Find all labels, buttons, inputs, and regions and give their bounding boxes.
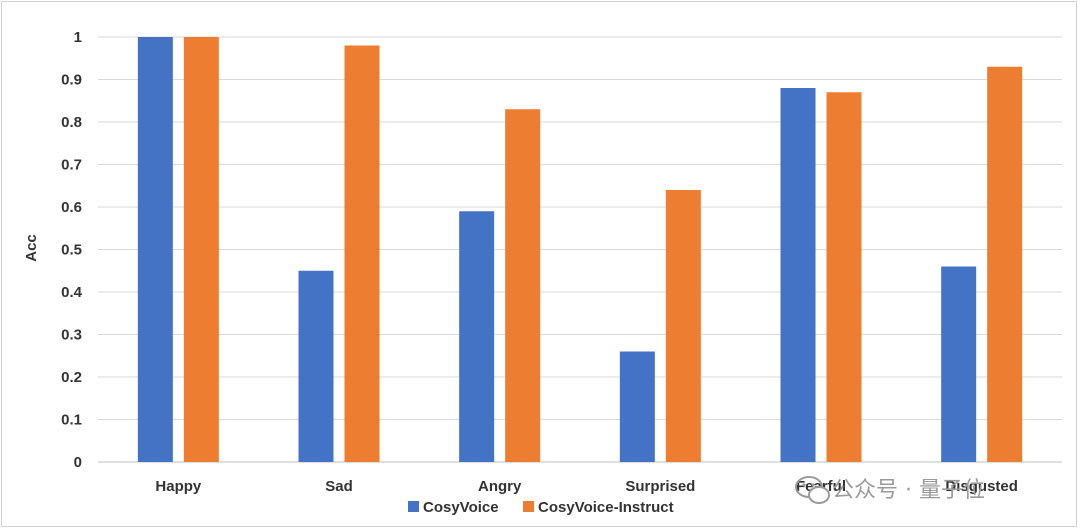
bar-cosyvoice-angry <box>459 211 495 462</box>
y-tick-label: 0.6 <box>61 199 82 216</box>
y-tick-label: 0.1 <box>61 412 82 429</box>
bar-cosyvoice-disgusted <box>941 266 977 462</box>
wechat-icon <box>795 476 830 504</box>
bar-cosyvoice-instruct-surprised <box>665 190 701 462</box>
legend-swatch <box>523 501 534 512</box>
gridlines <box>98 36 1062 463</box>
bar-cosyvoice-surprised <box>619 351 655 462</box>
y-tick-label: 0.5 <box>61 242 82 259</box>
y-tick-label: 0.9 <box>61 72 82 89</box>
bar-cosyvoice-happy <box>137 37 173 462</box>
legend: CosyVoice CosyVoice-Instruct <box>408 499 674 516</box>
legend-label: CosyVoice-Instruct <box>538 499 674 516</box>
bar-cosyvoice-instruct-sad <box>344 45 380 462</box>
x-tick-label: Happy <box>155 478 202 495</box>
x-tick-label: Angry <box>478 478 522 495</box>
watermark: 公众号 · 量子位 <box>795 476 985 504</box>
bar-cosyvoice-instruct-disgusted <box>987 66 1023 462</box>
y-tick-labels: 0 0.1 0.2 0.3 0.4 0.5 0.6 0.7 0.8 0.9 1 <box>61 29 83 471</box>
y-tick-label: 0.4 <box>61 284 83 301</box>
y-tick-label: 0.3 <box>61 327 82 344</box>
bar-cosyvoice-instruct-fearful <box>826 92 862 462</box>
bar-cosyvoice-sad <box>298 270 334 462</box>
y-tick-label: 0.7 <box>61 157 82 174</box>
y-tick-label: 0 <box>74 454 82 471</box>
x-tick-label: Disgusted <box>945 478 1018 495</box>
y-tick-label: 1 <box>74 29 82 46</box>
x-tick-labels: HappySadAngrySurprisedFearfulDisgusted <box>155 478 1018 495</box>
legend-swatch <box>408 501 419 512</box>
bar-cosyvoice-instruct-happy <box>183 37 219 462</box>
y-tick-label: 0.2 <box>61 369 82 386</box>
bars <box>137 37 1023 462</box>
x-tick-label: Surprised <box>625 478 695 495</box>
y-tick-label: 0.8 <box>61 114 82 131</box>
x-tick-label: Sad <box>325 478 353 495</box>
bar-cosyvoice-instruct-angry <box>505 109 541 462</box>
watermark-text: 公众号 · 量子位 <box>832 478 985 503</box>
legend-label: CosyVoice <box>423 499 499 516</box>
y-axis-label: Acc <box>23 234 40 262</box>
bar-cosyvoice-fearful <box>780 88 816 462</box>
